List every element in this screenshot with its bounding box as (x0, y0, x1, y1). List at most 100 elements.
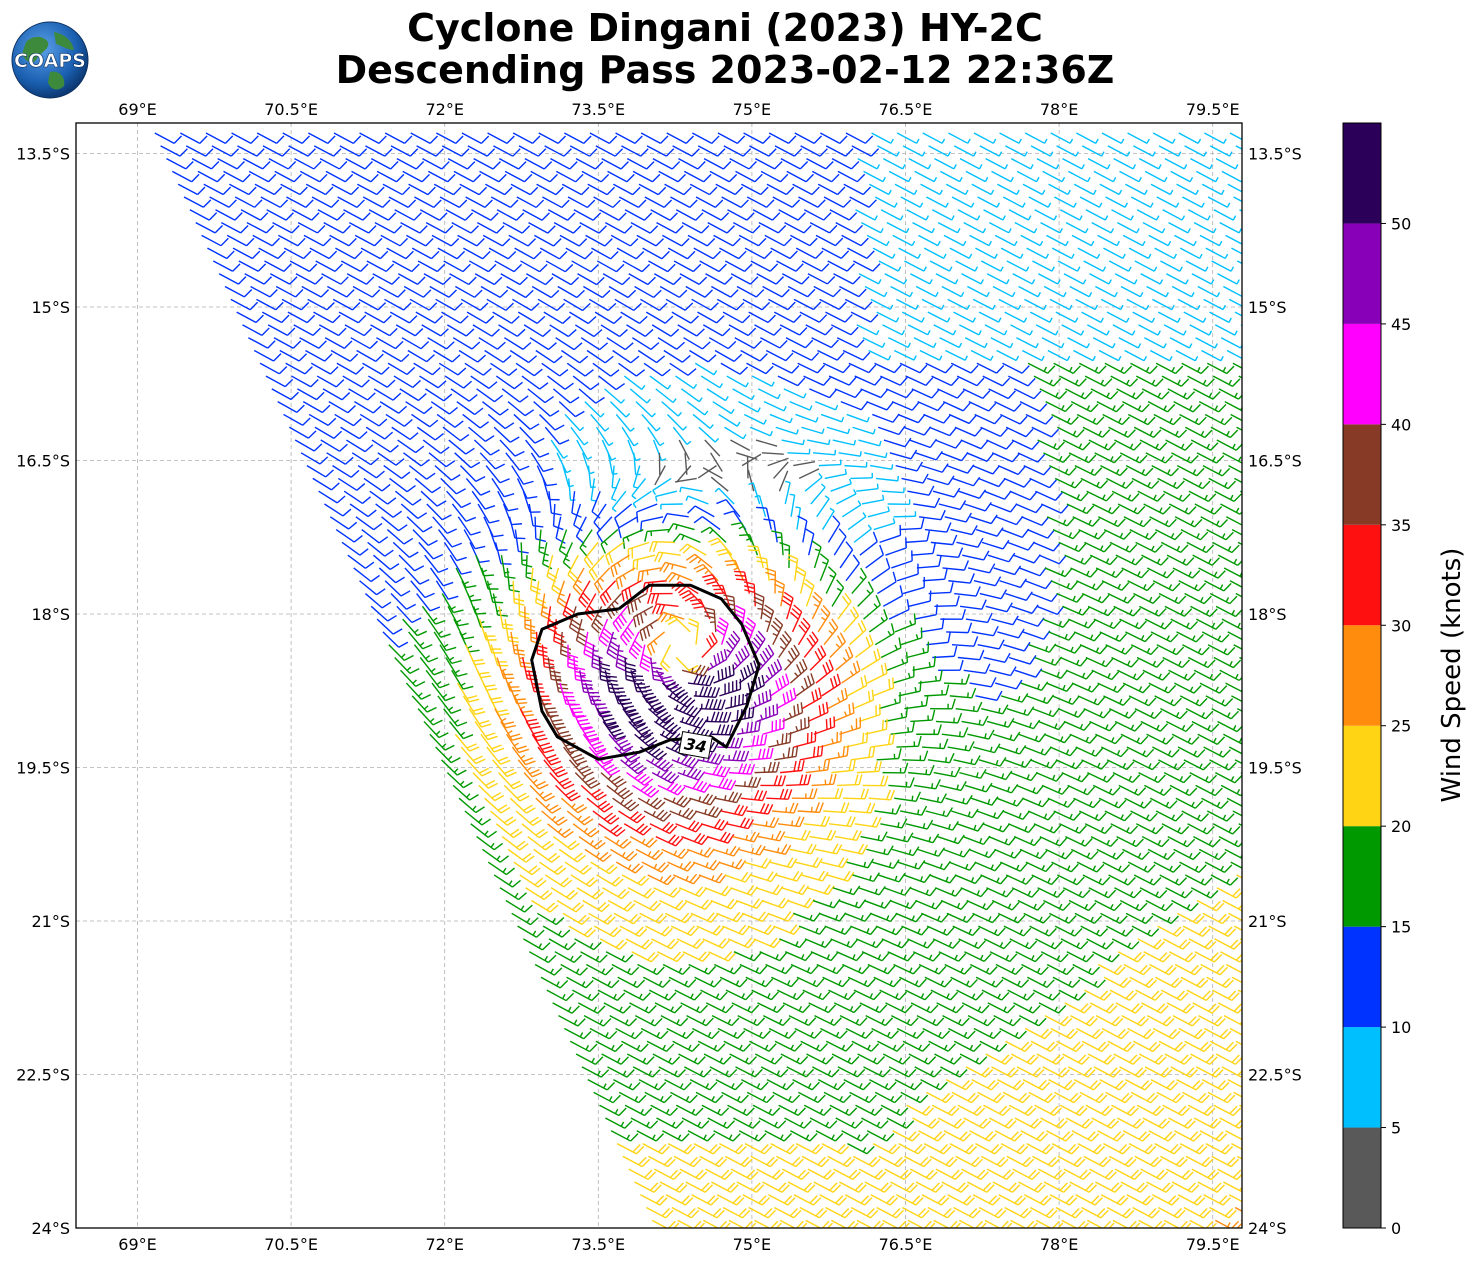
wind-barb (936, 547, 964, 559)
wind-barb (805, 1219, 834, 1228)
wind-barb (593, 196, 621, 209)
wind-barb (778, 209, 806, 221)
wind-barb (616, 247, 645, 260)
wind-barb (1130, 1091, 1159, 1104)
wind-barb (349, 503, 377, 518)
wind-barb (659, 644, 672, 673)
wind-barb (313, 311, 341, 324)
wind-barb (359, 132, 387, 144)
wind-barb (872, 677, 895, 697)
wind-barb (525, 721, 548, 742)
wind-barb (923, 413, 951, 424)
wind-barb (640, 1194, 668, 1206)
wind-barb (488, 247, 517, 260)
wind-barb (1225, 682, 1242, 693)
wind-barb (487, 861, 516, 876)
wind-barb (1001, 528, 1030, 539)
wind-barb (864, 899, 892, 909)
wind-barb (996, 797, 1025, 807)
wind-barb (528, 503, 544, 528)
wind-barb (646, 145, 675, 157)
wind-barb (576, 439, 593, 460)
wind-barb (547, 375, 574, 390)
wind-barb (924, 976, 953, 988)
wind-barb (154, 132, 183, 144)
wind-barb (587, 1078, 616, 1091)
wind-barb (455, 567, 477, 589)
wind-barb (712, 845, 741, 857)
wind-barb (703, 1053, 732, 1065)
wind-barb (500, 721, 523, 741)
wind-barb (317, 209, 346, 221)
wind-barb (339, 145, 368, 157)
wind-barb (760, 337, 788, 349)
wind-barb (598, 618, 613, 647)
wind-barb (496, 209, 525, 221)
wind-barb (905, 530, 931, 544)
wind-barb (1190, 439, 1219, 451)
wind-barb (991, 615, 1019, 626)
wind-barb (766, 1078, 795, 1091)
wind-barb (1075, 1194, 1103, 1206)
wind-barb (762, 1015, 791, 1027)
wind-barb (646, 631, 666, 656)
wind-barb (632, 554, 656, 571)
wind-barb (1157, 1206, 1186, 1219)
wind-barb (1010, 324, 1034, 336)
wind-barb (856, 760, 882, 774)
wind-barb (864, 1181, 893, 1193)
wind-barb (1227, 631, 1242, 641)
wind-barb (872, 859, 900, 870)
wind-barb (1103, 976, 1132, 989)
wind-barb (1092, 951, 1120, 963)
wind-barb (811, 773, 837, 787)
wind-barb (612, 349, 640, 364)
wind-barb (489, 529, 508, 552)
wind-barb (537, 298, 566, 312)
wind-barb (911, 833, 940, 844)
wind-barb (817, 788, 844, 800)
wind-barb (231, 132, 259, 144)
wind-barb (1075, 298, 1099, 311)
wind-barb (1208, 477, 1237, 490)
wind-barb (1204, 132, 1227, 144)
wind-barb (591, 606, 604, 634)
wind-barb (299, 337, 327, 349)
wind-barb (666, 132, 695, 144)
wind-barb (829, 209, 858, 221)
wind-barb (808, 1002, 837, 1014)
wind-barb (1159, 426, 1188, 439)
wind-barb (395, 324, 424, 337)
wind-barb (283, 413, 311, 426)
wind-barb (1225, 234, 1242, 245)
wind-barb (714, 349, 743, 363)
wind-barb (869, 464, 894, 470)
wind-barb (945, 1078, 974, 1091)
wind-barb (992, 731, 1021, 742)
wind-barb (374, 221, 403, 234)
wind-barb (1066, 503, 1095, 515)
wind-barb (778, 630, 792, 658)
wind-barb (527, 836, 555, 851)
wind-barb (1086, 938, 1114, 950)
lat-tick-label-right: 24°S (1248, 1219, 1287, 1238)
wind-barb (886, 221, 910, 234)
wind-barb (683, 170, 712, 183)
wind-barb (1152, 1027, 1181, 1040)
wind-barb (819, 298, 847, 311)
wind-barb (359, 413, 388, 427)
wind-barb (1212, 541, 1240, 554)
wind-barb (937, 388, 965, 399)
wind-barb (648, 989, 677, 1001)
wind-barb (427, 337, 455, 350)
wind-barb (918, 234, 941, 247)
wind-barb (848, 802, 876, 814)
wind-barb (1013, 1002, 1041, 1014)
wind-barb (798, 196, 826, 208)
wind-barb (1103, 528, 1132, 540)
wind-barb (556, 899, 585, 913)
wind-barb (1237, 541, 1242, 546)
wind-barb (823, 1091, 852, 1104)
wind-barb (494, 542, 512, 565)
wind-barb (1160, 989, 1189, 1001)
